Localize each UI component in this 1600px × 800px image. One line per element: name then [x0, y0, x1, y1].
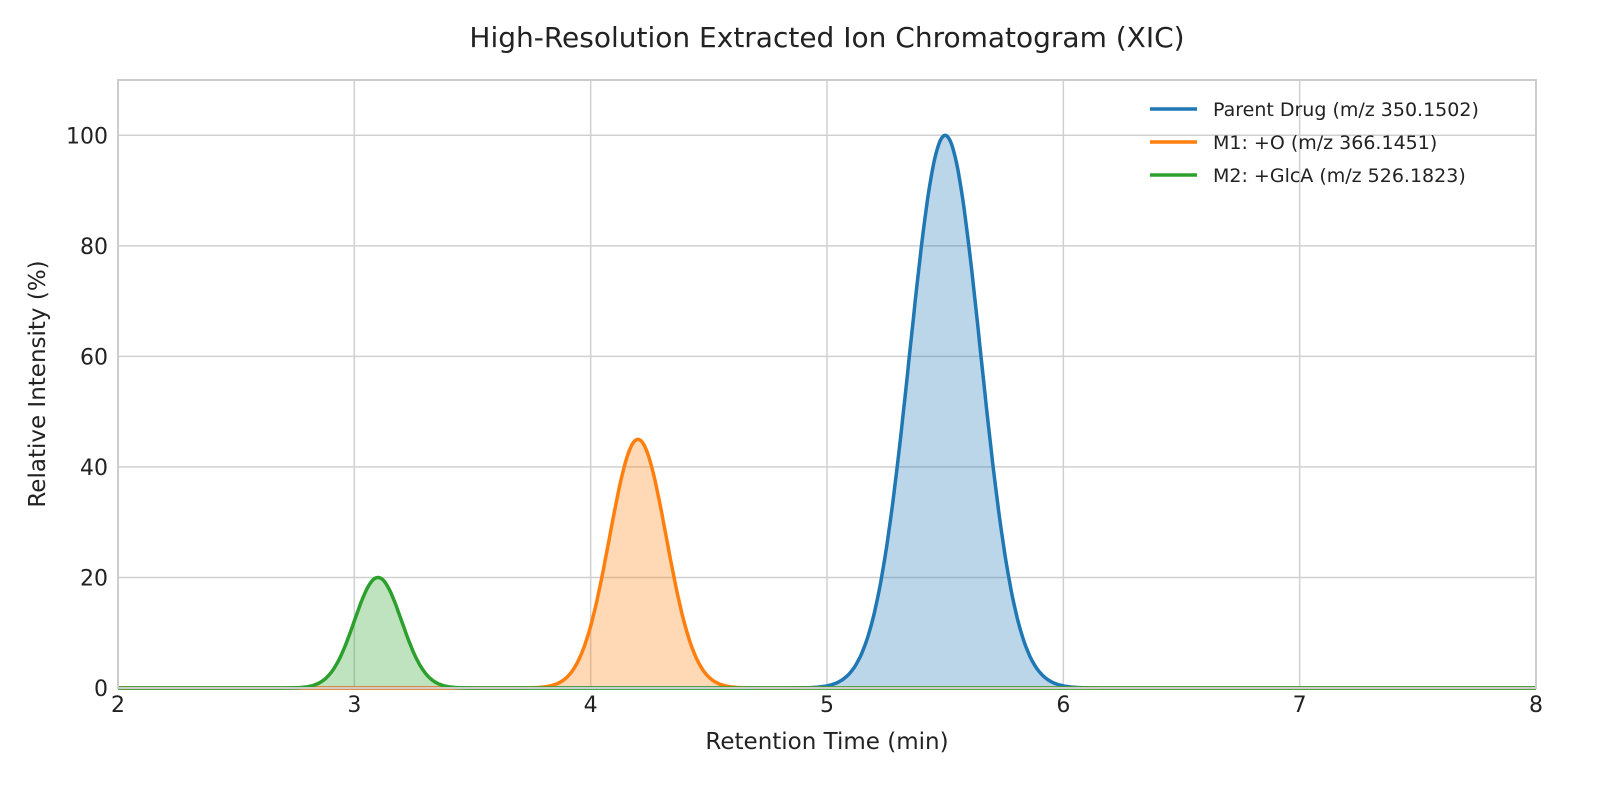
- x-axis-ticks: 2 3 4 5 6 7 8: [111, 693, 1543, 718]
- y-axis-ticks: 0 20 40 60 80 100: [66, 124, 108, 702]
- chart-title: High-Resolution Extracted Ion Chromatogr…: [469, 21, 1184, 54]
- legend-label: Parent Drug (m/z 350.1502): [1213, 99, 1479, 121]
- legend-label: M2: +GlcA (m/z 526.1823): [1213, 165, 1466, 187]
- y-tick-label: 80: [80, 235, 108, 260]
- x-tick-label: 8: [1529, 693, 1543, 718]
- y-tick-label: 0: [94, 677, 108, 702]
- x-tick-label: 3: [347, 693, 361, 718]
- grid: [117, 80, 1537, 689]
- plot-frame: [117, 79, 1537, 689]
- y-tick-label: 60: [80, 345, 108, 370]
- y-tick-label: 100: [66, 124, 108, 149]
- x-axis-label: Retention Time (min): [705, 729, 948, 755]
- y-tick-label: 40: [80, 456, 108, 481]
- y-tick-label: 20: [80, 566, 108, 591]
- x-tick-label: 4: [584, 693, 598, 718]
- x-tick-label: 2: [111, 693, 125, 718]
- x-tick-label: 7: [1293, 693, 1307, 718]
- legend: Parent Drug (m/z 350.1502) M1: +O (m/z 36…: [1150, 99, 1479, 187]
- x-tick-label: 6: [1056, 693, 1070, 718]
- legend-label: M1: +O (m/z 366.1451): [1213, 132, 1437, 154]
- peak-fills: [118, 135, 1536, 689]
- y-axis-label: Relative Intensity (%): [25, 260, 51, 507]
- x-tick-label: 5: [820, 693, 834, 718]
- peak-fill-3: [118, 577, 1536, 688]
